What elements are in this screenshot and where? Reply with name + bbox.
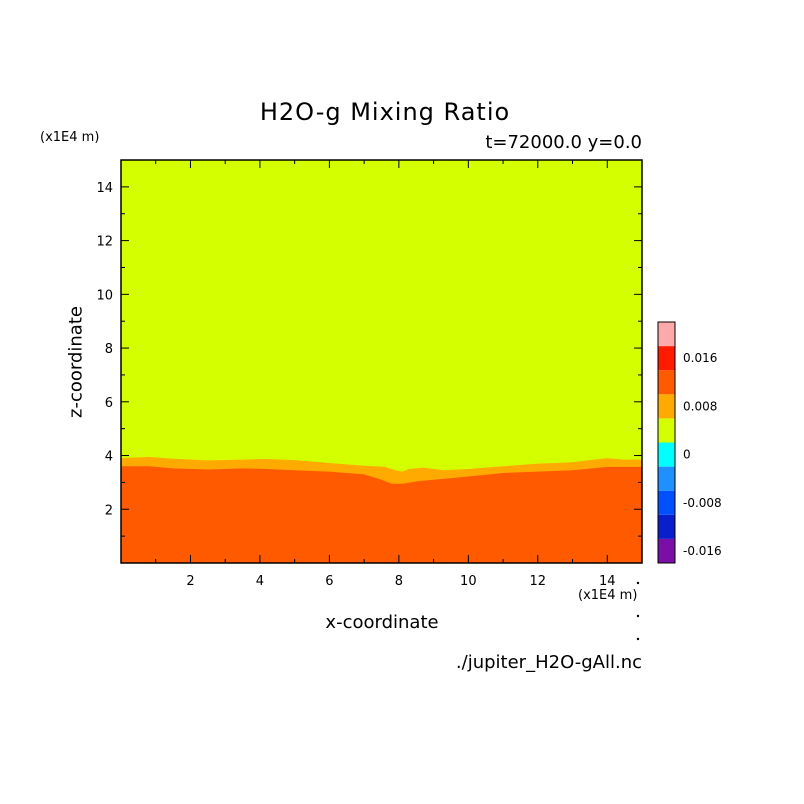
colorbar-swatch	[658, 418, 675, 443]
y-tick-label: 12	[96, 235, 113, 250]
x-tick-label: 4	[256, 574, 264, 589]
colorbar-label: -0.016	[683, 544, 722, 558]
y-tick-label: 10	[96, 288, 113, 303]
plot-fields	[121, 160, 642, 563]
colorbar-frame	[657, 321, 676, 564]
y-tick-label: 6	[105, 396, 113, 411]
colorbar-label: 0	[683, 448, 691, 462]
colorbar-swatch	[658, 442, 675, 467]
x-axis-label: x-coordinate	[325, 612, 439, 633]
x-tick-label: 8	[395, 574, 403, 589]
colorbar-swatch	[658, 322, 675, 347]
axis-ticks: 2 4 6 8 10 12 14 2 4 6 8 10 12 14	[96, 160, 642, 589]
colorbar-swatch	[658, 370, 675, 395]
colorbar-swatch	[658, 466, 675, 491]
x-tick-label: 6	[325, 574, 333, 589]
colorbar: 0.016 0.008 0 -0.008 -0.016	[657, 321, 722, 564]
x-axis-unit: (x1E4 m)	[578, 588, 638, 603]
stray-marks	[636, 581, 640, 641]
x-tick-label: 10	[460, 574, 477, 589]
source-filename: ./jupiter_H2O-gAll.nc	[455, 652, 642, 673]
colorbar-swatch	[658, 394, 675, 419]
y-tick-label: 4	[105, 450, 113, 465]
colorbar-label: -0.008	[683, 496, 722, 510]
contour-band-2	[121, 466, 642, 563]
y-tick-label: 8	[105, 342, 113, 357]
y-axis-unit: (x1E4 m)	[40, 130, 100, 145]
chart-subtitle: t=72000.0 y=0.0	[485, 132, 642, 153]
colorbar-swatch	[658, 514, 675, 539]
x-tick-label: 12	[530, 574, 547, 589]
colorbar-swatch	[658, 346, 675, 371]
stray-dot	[636, 637, 640, 641]
chart-title: H2O-g Mixing Ratio	[259, 98, 511, 126]
colorbar-label: 0.016	[683, 351, 717, 365]
colorbar-swatch	[658, 538, 675, 563]
y-tick-label: 14	[96, 181, 113, 196]
x-tick-label: 14	[599, 574, 616, 589]
colorbar-label: 0.008	[683, 399, 717, 413]
colorbar-swatch	[658, 490, 675, 515]
y-tick-label: 2	[105, 503, 113, 518]
plot-frame	[120, 159, 643, 564]
stray-dot	[636, 581, 640, 585]
stray-dot	[636, 614, 640, 618]
x-tick-label: 2	[186, 574, 194, 589]
